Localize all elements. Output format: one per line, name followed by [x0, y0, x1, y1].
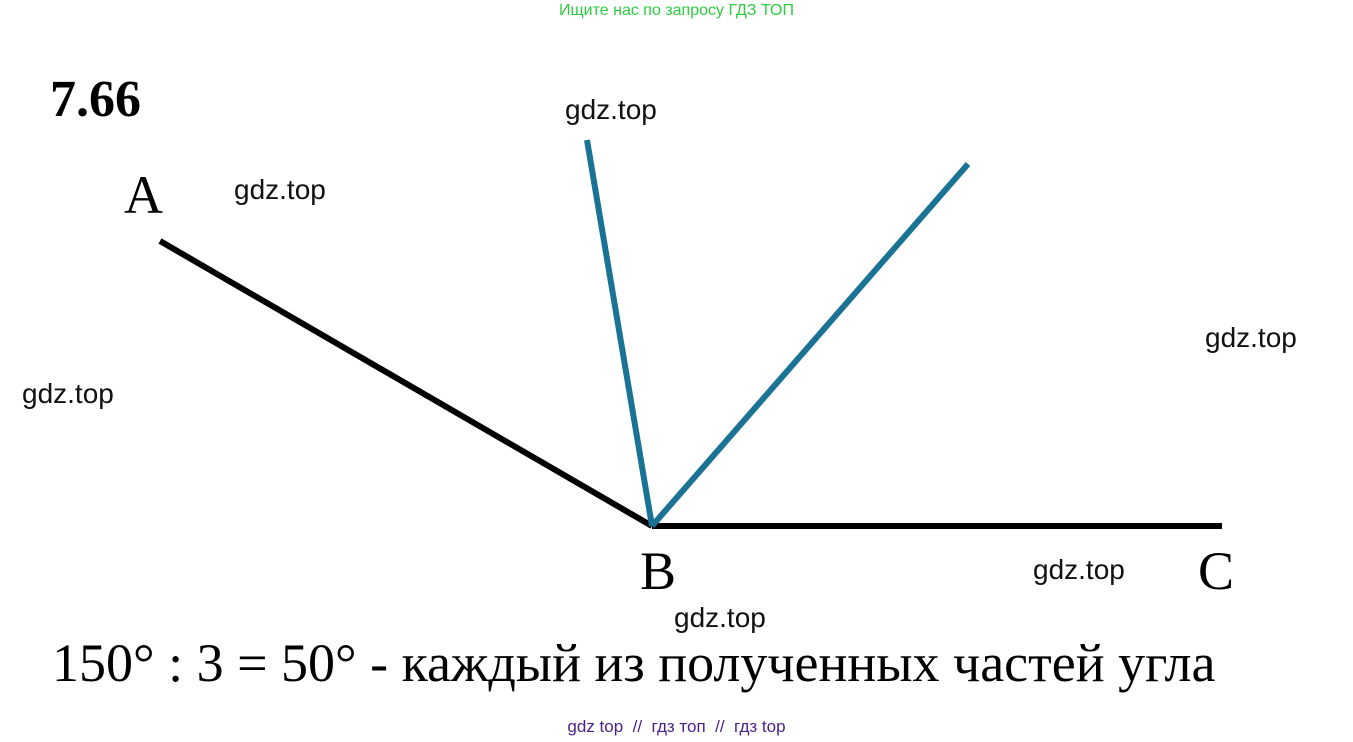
banner: Ищите нас по запросу ГДЗ ТОП — [559, 2, 794, 19]
footer: gdz top // гдз топ // гдз top — [0, 717, 1353, 737]
problem-number: 7.66 — [50, 71, 141, 128]
bisector-1 — [584, 139, 655, 527]
watermark: gdz.top — [234, 174, 326, 205]
watermark: gdz.top — [1033, 554, 1125, 585]
watermark: gdz.top — [22, 378, 114, 409]
footer-link[interactable]: gdz top — [567, 717, 624, 736]
separator: // — [715, 717, 725, 736]
separator: // — [632, 717, 643, 736]
label-b: B — [640, 541, 677, 601]
bisector-2 — [649, 162, 971, 528]
footer-link[interactable]: гдз топ — [651, 717, 706, 736]
ray-ba — [158, 238, 654, 529]
solution: 150° : 3 = 50° - каждый из полученных ча… — [52, 633, 1216, 693]
watermark: gdz.top — [674, 602, 766, 633]
watermark: gdz.top — [565, 94, 657, 125]
watermark: gdz.top — [1205, 322, 1297, 353]
label-c: C — [1198, 541, 1235, 601]
footer-link[interactable]: гдз top — [734, 717, 786, 736]
label-a: A — [124, 165, 163, 225]
